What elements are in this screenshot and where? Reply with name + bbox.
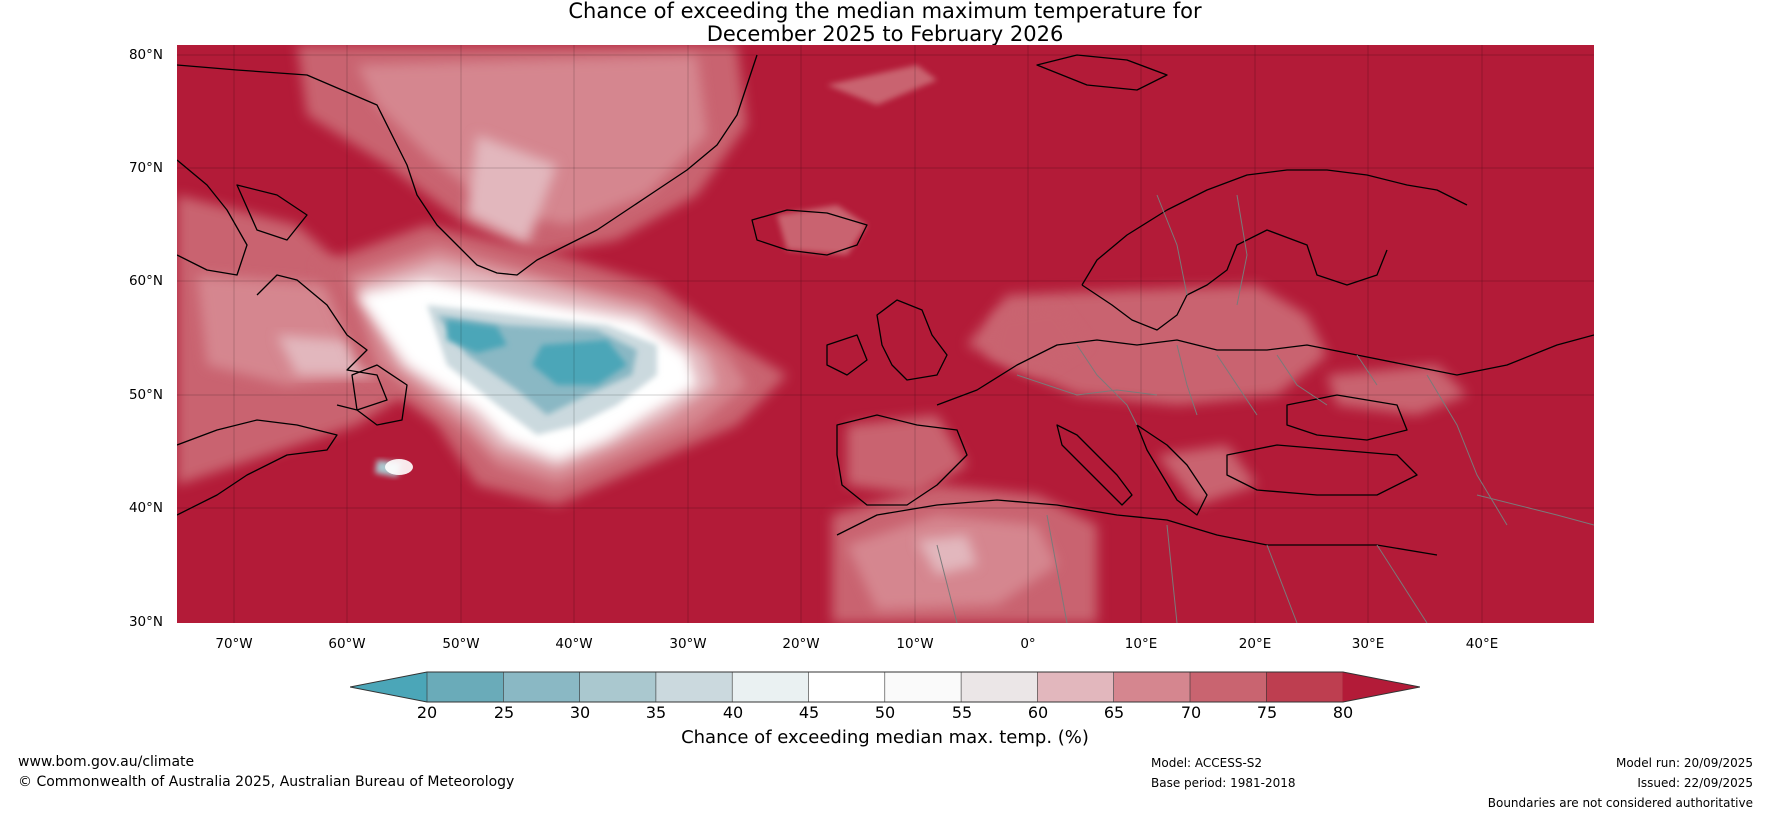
probability-shading (177, 45, 1467, 623)
colorbar-cell (1113, 671, 1191, 703)
colorbar-outline (350, 671, 1420, 703)
colorbar-tick: 70 (1180, 703, 1202, 722)
colorbar-tick: 80 (1332, 703, 1354, 722)
forecast-map (177, 45, 1594, 623)
map-canvas (177, 45, 1594, 623)
colorbar-cells (350, 671, 1420, 703)
chart-title: Chance of exceeding the median maximum t… (0, 0, 1770, 46)
lon-label: 30°W (669, 636, 707, 652)
colorbar-tick: 20 (416, 703, 438, 722)
lon-label: 50°W (442, 636, 480, 652)
coastlines (177, 54, 1594, 556)
colorbar-cell (884, 671, 962, 703)
lat-label: 80°N (128, 47, 163, 63)
colorbar-tick: 50 (874, 703, 896, 722)
colorbar-cell (503, 671, 581, 703)
lat-label: 30°N (128, 614, 163, 630)
lon-label: 20°W (782, 636, 820, 652)
colorbar-cell (426, 671, 505, 703)
lon-label: 40°E (1465, 636, 1499, 652)
colorbar-tick: 30 (569, 703, 591, 722)
colorbar-tick: 45 (798, 703, 820, 722)
footer-disclaimer: Boundaries are not considered authoritat… (1487, 796, 1753, 810)
lat-label: 70°N (128, 160, 163, 176)
colorbar-tick: 65 (1103, 703, 1125, 722)
country-borders (936, 194, 1594, 623)
title-line-2: December 2025 to February 2026 (706, 22, 1064, 46)
lon-label: 30°E (1351, 636, 1385, 652)
colorbar-tick: 60 (1027, 703, 1049, 722)
lon-label: 10°W (896, 636, 934, 652)
colorbar-label: Chance of exceeding median max. temp. (%… (681, 727, 1089, 748)
colorbar-extend-high (1342, 672, 1420, 702)
lon-label: 60°W (328, 636, 366, 652)
colorbar (350, 671, 1420, 703)
colorbar-cell (808, 671, 886, 703)
colorbar-tick: 75 (1256, 703, 1278, 722)
colorbar-extend-low (350, 672, 427, 702)
lon-label: 20°E (1238, 636, 1272, 652)
lat-label: 50°N (128, 387, 163, 403)
lon-label: 10°E (1124, 636, 1158, 652)
colorbar-tick: 35 (645, 703, 667, 722)
colorbar-cell (960, 671, 1039, 703)
footer-model-run: Model run: 20/09/2025 (1615, 756, 1753, 770)
lon-label: 0° (1020, 636, 1036, 652)
colorbar-cell (579, 671, 657, 703)
footer-copyright: © Commonwealth of Australia 2025, Austra… (18, 774, 515, 790)
footer-issued: Issued: 22/09/2025 (1637, 776, 1753, 790)
colorbar-cell (655, 671, 733, 703)
footer-base-period: Base period: 1981-2018 (1151, 776, 1296, 790)
colorbar-tick: 55 (951, 703, 973, 722)
colorbar-tick: 40 (722, 703, 744, 722)
lat-label: 60°N (128, 273, 163, 289)
colorbar-cell (1189, 671, 1268, 703)
lat-label: 40°N (128, 500, 163, 516)
title-line-1: Chance of exceeding the median maximum t… (568, 0, 1202, 23)
colorbar-cell (1037, 671, 1115, 703)
colorbar-tick: 25 (493, 703, 515, 722)
footer-model: Model: ACCESS-S2 (1151, 756, 1263, 770)
colorbar-cell (731, 671, 810, 703)
colorbar-cell (1265, 671, 1344, 703)
lon-label: 40°W (555, 636, 593, 652)
lon-label: 70°W (215, 636, 253, 652)
footer-website: www.bom.gov.au/climate (18, 754, 195, 770)
